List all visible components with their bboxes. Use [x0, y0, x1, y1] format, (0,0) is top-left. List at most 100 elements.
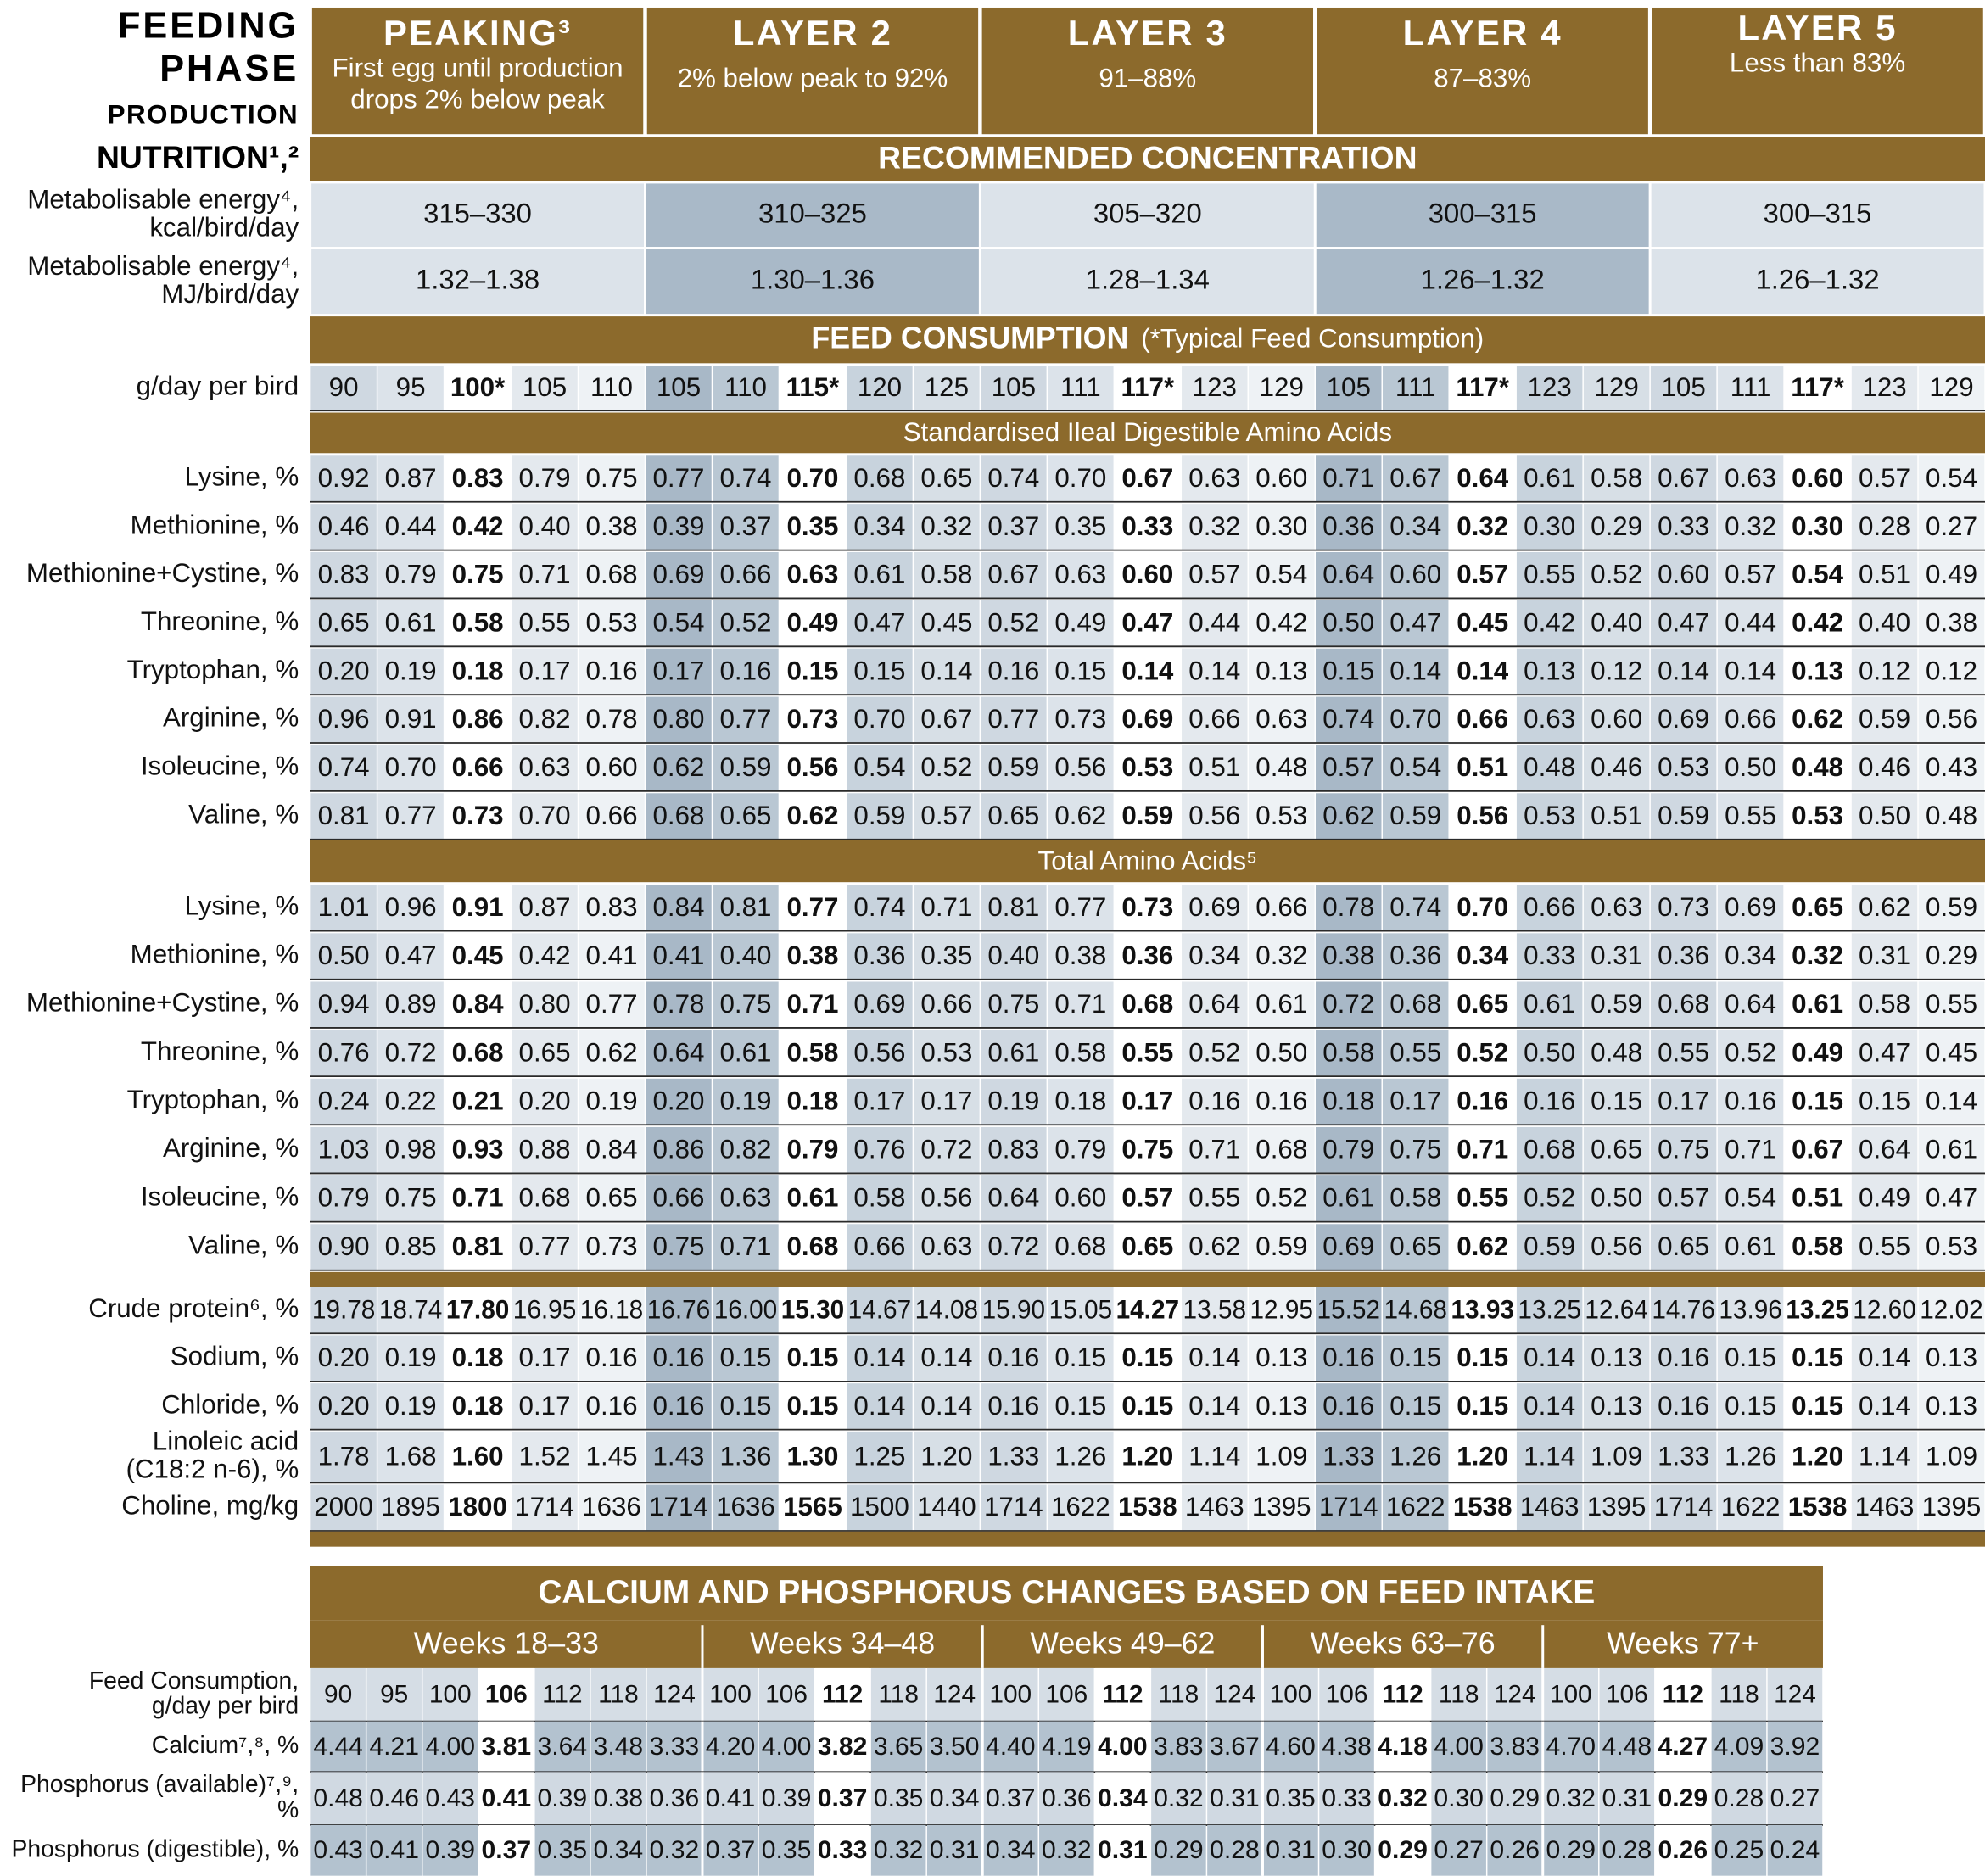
cell-value: 4.21	[369, 1733, 419, 1761]
cell-value: 0.59	[1591, 989, 1642, 1019]
cell-value: 0.75	[987, 989, 1039, 1019]
cell-bg	[310, 1383, 377, 1429]
cell-value: 16.76	[647, 1294, 710, 1324]
cell-value: 14.67	[848, 1294, 911, 1324]
row-label: Feed Consumption,	[89, 1667, 299, 1695]
cell-bg	[1717, 1287, 1784, 1333]
cell-value: 123	[1862, 372, 1906, 402]
section-band	[310, 1620, 1823, 1668]
cell-value: 4.40	[986, 1733, 1036, 1761]
cell-bg	[512, 1030, 578, 1076]
cell-bg	[1382, 1335, 1449, 1382]
cell-bg	[512, 600, 578, 646]
cell-bg	[1650, 1484, 1717, 1531]
cell-bg	[1382, 933, 1449, 980]
cell-value: 106	[485, 1681, 528, 1709]
cell-bg	[1249, 1175, 1315, 1221]
cell-value: 0.65	[1591, 1135, 1642, 1164]
cell-bg	[870, 1824, 926, 1876]
cell-bg	[981, 1030, 1047, 1076]
cell-value: 0.37	[986, 1784, 1036, 1812]
cell-value: 1.03	[318, 1135, 370, 1164]
cell-bg	[1382, 696, 1449, 743]
cell-bg	[981, 366, 1047, 410]
cell-bg	[1449, 551, 1516, 598]
cell-value: 100*	[450, 372, 506, 402]
cell-bg	[1851, 745, 1918, 791]
cell-bg	[1784, 1030, 1851, 1076]
cell-bg	[579, 455, 645, 501]
cell-value: 0.81	[452, 1231, 504, 1261]
cell-value: 0.77	[1054, 892, 1106, 922]
cell-value: 0.41	[706, 1784, 756, 1812]
cell-value: 16.00	[714, 1294, 777, 1324]
cell-value: 0.77	[719, 704, 771, 734]
cell-value: 0.58	[1390, 1183, 1441, 1213]
cell-bg	[1182, 1126, 1248, 1173]
cell-value: 0.26	[1658, 1836, 1708, 1864]
cell-bg	[377, 1078, 444, 1125]
cell-value: 0.32	[1546, 1784, 1596, 1812]
cell-bg	[982, 1824, 1038, 1876]
cell-value: 1538	[1118, 1492, 1177, 1521]
cell-bg	[1851, 600, 1918, 646]
cell-bg	[702, 1667, 758, 1722]
cell-value: 0.14	[1859, 1391, 1910, 1421]
cell-bg	[1048, 1030, 1114, 1076]
cell-bg	[1851, 793, 1918, 840]
cell-bg	[870, 1667, 926, 1722]
row-label: kcal/bird/day	[149, 212, 299, 242]
cell-bg	[1095, 1721, 1150, 1773]
cell-bg	[445, 1175, 511, 1221]
cell-bg	[590, 1824, 646, 1876]
cell-bg	[1382, 745, 1449, 791]
cell-value: 110	[590, 372, 633, 402]
cell-bg	[1918, 648, 1985, 695]
cell-value: 0.14	[920, 1343, 972, 1372]
cell-value: 0.30	[1524, 511, 1575, 541]
cell-value: 0.16	[1322, 1391, 1374, 1421]
cell-value: 1.14	[1188, 1441, 1240, 1471]
cell-value: 3.82	[818, 1733, 868, 1761]
cell-bg	[1449, 793, 1516, 840]
cell-value: 4.20	[706, 1733, 756, 1761]
phase-title: LAYER 3	[1068, 13, 1227, 53]
cell-bg	[1583, 1335, 1650, 1382]
cell-value: 120	[858, 372, 902, 402]
cell-value: 1714	[1319, 1492, 1378, 1521]
cell-bg	[1516, 366, 1583, 410]
section-band	[310, 412, 1985, 454]
cell-bg	[1249, 981, 1315, 1028]
cell-bg	[1516, 1484, 1583, 1531]
cell-bg	[310, 1431, 377, 1482]
cell-value: 0.19	[586, 1086, 638, 1115]
cell-value: 0.16	[1322, 1343, 1374, 1372]
cell-bg	[512, 1078, 578, 1125]
cell-bg	[646, 366, 712, 410]
cell-value: 12.64	[1585, 1294, 1647, 1324]
cell-value: 106	[1326, 1681, 1368, 1709]
cell-value: 100	[1270, 1681, 1312, 1709]
cell-bg	[1182, 885, 1248, 930]
cell-value: 1622	[1721, 1492, 1781, 1521]
cell-value: 0.41	[482, 1784, 532, 1812]
cell-value: 118	[598, 1681, 639, 1709]
cell-value: 1.60	[452, 1441, 504, 1471]
cell-value: 0.32	[874, 1836, 924, 1864]
cell-value: 0.13	[1255, 656, 1307, 685]
cell-bg	[579, 648, 645, 695]
cell-bg	[914, 1383, 980, 1429]
cell-bg	[780, 1335, 846, 1382]
cell-bg	[1382, 1484, 1449, 1531]
cell-bg	[1918, 551, 1985, 598]
cell-value: 0.48	[1255, 752, 1307, 782]
cell-bg	[1249, 1383, 1315, 1429]
cell-bg	[1115, 1175, 1181, 1221]
cell-value: 0.36	[1121, 941, 1173, 970]
cell-bg	[1784, 551, 1851, 598]
cell-value: 0.58	[1322, 1037, 1374, 1067]
cell-bg	[1207, 1667, 1262, 1722]
cell-value: 0.61	[987, 1037, 1039, 1067]
cell-bg	[512, 793, 578, 840]
cell-bg	[847, 1126, 913, 1173]
